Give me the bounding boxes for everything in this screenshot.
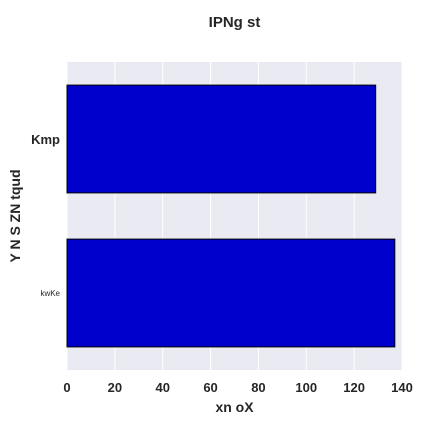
y-tick-label: Kmp xyxy=(31,132,60,147)
y-tick-label: kwKe xyxy=(40,289,60,298)
x-tick-label: 40 xyxy=(155,380,169,395)
bar-kmp xyxy=(66,84,377,194)
x-tick-label: 100 xyxy=(295,380,317,395)
x-tick-label: 80 xyxy=(251,380,265,395)
x-tick-label: 0 xyxy=(63,380,70,395)
y-axis-label: Y N S ZN tqud xyxy=(7,169,23,262)
x-axis-label: xn oX xyxy=(215,399,254,415)
x-tick-labels: 0 20 40 60 80 100 120 140 xyxy=(63,380,412,395)
bars xyxy=(66,84,396,348)
x-tick-label: 140 xyxy=(391,380,413,395)
x-tick-label: 60 xyxy=(203,380,217,395)
chart-title: IPNg st xyxy=(209,14,261,31)
x-tick-label: 120 xyxy=(343,380,365,395)
y-tick-labels: Kmp kwKe xyxy=(31,132,60,298)
bar-kwke xyxy=(66,238,396,348)
x-tick-label: 20 xyxy=(108,380,122,395)
